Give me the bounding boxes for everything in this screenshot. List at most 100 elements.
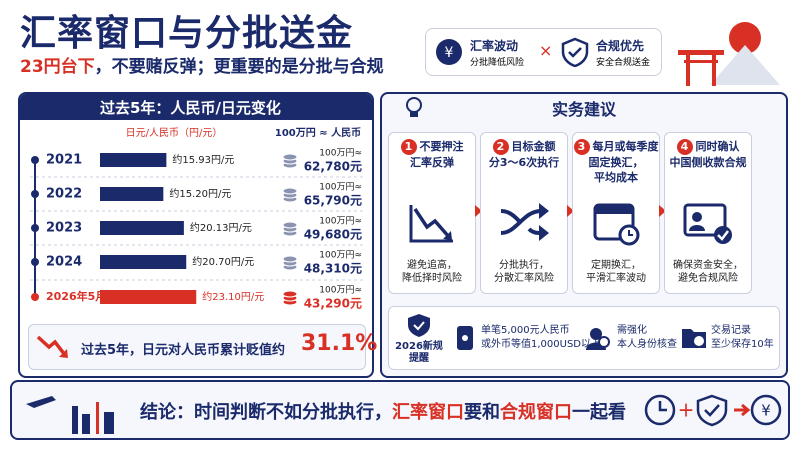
coin-icon: [282, 290, 298, 298]
tip-desc: 分批执行， 分散汇率风险: [481, 259, 567, 285]
badge-title: 汇率波动: [470, 39, 519, 53]
side-value: 43,290元: [304, 297, 362, 311]
category-label: 2021: [46, 153, 82, 168]
tip-title-line: 目标金额: [511, 140, 556, 153]
notice-line: 至少保存10年: [711, 339, 774, 350]
notice-line: 需强化: [617, 325, 647, 336]
tip-icon: [500, 203, 549, 241]
tip-desc-line: 避免追高，: [407, 260, 457, 271]
tip-title-line: 每月或每季度: [592, 140, 659, 153]
tip-title-line: 不要押注: [419, 140, 464, 153]
side-value: 62,780元: [304, 160, 362, 174]
value-axis-label: 日元/人民币（円/元）: [126, 127, 223, 139]
summary-value: 31.1%: [301, 331, 378, 356]
card-arrow: [475, 205, 482, 217]
conclusion-text: 结论：时间判断不如分批执行，汇率窗口要和合规窗口一起看: [140, 398, 626, 424]
notice-badge-line: 提醒: [409, 353, 429, 364]
tip-number: 4: [676, 139, 693, 155]
badge-sep: ×: [539, 41, 553, 60]
badge-sub: 分批降低风险: [470, 58, 525, 68]
tip-title-line: 同时确认: [695, 140, 740, 153]
timeline-dot: [31, 224, 39, 232]
tip-desc-line: 平滑汇率波动: [586, 273, 646, 284]
flow-icons: + ¥: [644, 394, 782, 427]
tip-desc-line: 定期换汇，: [591, 260, 641, 271]
subtitle-rest: ，不要赌反弹；更重要的是分批与合规: [94, 57, 384, 77]
value-label: 约20.70円/元: [192, 255, 254, 268]
tip-title: 2 目标金额 分3～6次执行: [481, 139, 567, 170]
tip-card: 2 目标金额 分3～6次执行 分批执行， 分散汇率风险: [480, 132, 568, 294]
side-value: 65,790元: [304, 194, 362, 208]
category-label: 2024: [46, 255, 82, 270]
coin-icon: [282, 153, 298, 161]
value-label: 约15.93円/元: [172, 153, 234, 166]
category-label: 2022: [46, 187, 82, 202]
tip-desc-line: 确保资金安全，: [673, 260, 743, 271]
svg-text:¥: ¥: [445, 45, 454, 61]
conclusion-lead: 结论：时间判断不如分批执行，: [140, 402, 392, 423]
value-label: 约20.13円/元: [190, 221, 252, 234]
notice-item: 需强化 本人身份核查: [617, 324, 677, 352]
notice-badge-line: 2026新规: [395, 341, 443, 352]
bar: [100, 221, 184, 235]
conclusion-highlight: 合规窗口: [500, 402, 572, 423]
city-icon: [26, 396, 114, 434]
side-value: 48,310元: [304, 262, 362, 276]
conclusion-banner: 结论：时间判断不如分批执行，汇率窗口要和合规窗口一起看 + ¥: [10, 380, 790, 440]
tip-desc: 避免追高， 降低择时风险: [389, 259, 475, 285]
title: 汇率窗口与分批送金: [20, 13, 354, 54]
tip-title: 1 不要押注汇率反弹: [389, 139, 475, 170]
value-label: 约15.20円/元: [169, 187, 231, 200]
panel-header: [20, 94, 372, 120]
tip-title: 4 同时确认中国侧收款合规: [665, 139, 751, 170]
notice-badge: 2026新规 提醒: [391, 341, 447, 365]
notice-box: 2026新规 提醒 单笔5,000元人民币或外币等值1,000USD以上 需强化本…: [388, 306, 780, 370]
bulb-icon: [406, 97, 422, 117]
tip-desc: 确保资金安全， 避免合规风险: [665, 259, 751, 285]
tip-desc-line: 分散汇率风险: [494, 273, 554, 284]
tip-title-line: 分3～6次执行: [488, 156, 560, 169]
side-value: 49,680元: [304, 228, 362, 242]
tip-title-line: 中国侧收款合规: [669, 156, 747, 169]
category-label: 2023: [46, 221, 82, 236]
card-arrow: [567, 205, 574, 217]
tip-title-line: 固定换汇，: [588, 156, 644, 169]
coin-icon: [282, 187, 298, 195]
summary-box: 过去5年，日元对人民币累计贬值约 31.1%: [28, 324, 377, 370]
side-prefix: 100万円≈: [319, 216, 362, 227]
bar: [100, 255, 187, 269]
tip-number: 1: [400, 139, 417, 155]
tip-icon: [683, 203, 732, 244]
tip-desc-line: 降低择时风险: [402, 273, 462, 284]
tip-card: 3 每月或每季度 固定换汇， 平均成本 定期换汇， 平滑汇率波动: [572, 132, 660, 294]
tip-title-line: 汇率反弹: [410, 156, 454, 169]
notice-item: 交易记录 至少保存10年: [711, 324, 774, 352]
side-prefix: 100万円≈: [319, 148, 362, 159]
timeline-dot: [31, 293, 39, 301]
side-prefix: 100万円≈: [319, 250, 362, 261]
down-arrow: [36, 335, 68, 358]
badge-sub: 安全合规送金: [596, 58, 651, 68]
side-prefix: 100万円≈: [319, 285, 362, 296]
coin-icon: [282, 255, 298, 263]
notice-shield: [408, 314, 430, 337]
bar: [100, 290, 197, 304]
side-label: 100万円 ≈ 人民币: [275, 126, 361, 139]
timeline-dot: [31, 190, 39, 198]
notice-line: 单笔5,000元人民币: [481, 325, 570, 336]
chart-title: 过去5年：人民币/日元变化: [100, 99, 281, 117]
decoration: [678, 22, 780, 86]
card-arrow: [659, 205, 666, 217]
summary-text: 过去5年，日元对人民币累计贬值约: [81, 343, 286, 358]
badge-box: ¥ 汇率波动 分批降低风险 × 合规优先 安全合规送金: [425, 28, 662, 76]
conclusion-highlight: 汇率窗口: [392, 402, 464, 423]
bar: [100, 187, 164, 201]
notice-line: 本人身份核查: [617, 339, 677, 350]
tip-icon: [593, 203, 640, 246]
tip-desc-line: 分批执行，: [499, 260, 549, 271]
yen-icon: ¥: [436, 39, 462, 65]
notice-line: 或外币等值1,000USD以上: [481, 339, 601, 350]
tip-icon: [409, 205, 453, 243]
tip-desc: 定期换汇， 平滑汇率波动: [573, 259, 659, 285]
